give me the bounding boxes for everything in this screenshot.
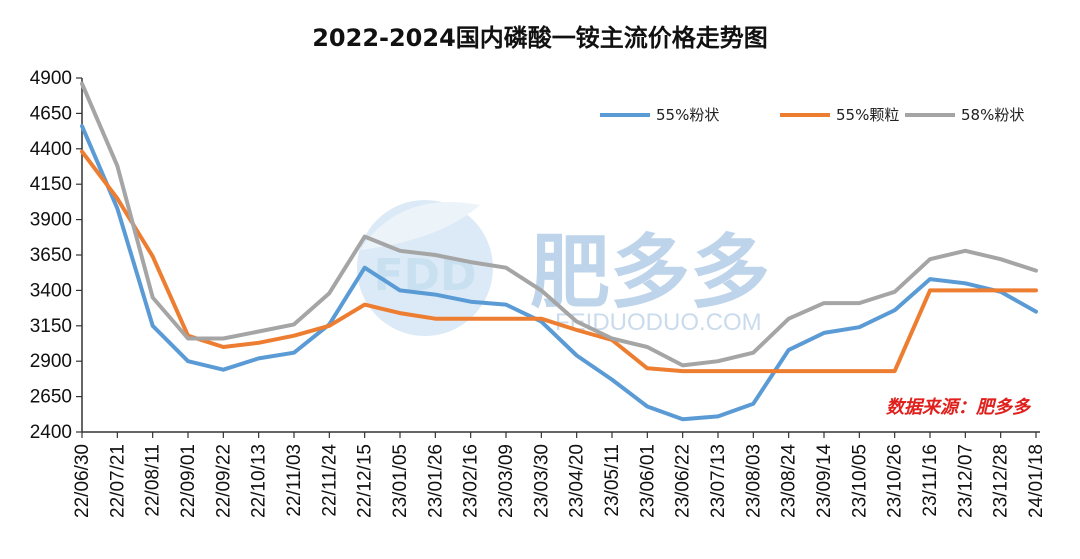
legend: 55%粉状 55%颗粒 58%粉状 (600, 106, 1024, 124)
y-tick-label: 4400 (30, 139, 72, 160)
x-tick-label: 23/03/30 (531, 444, 552, 518)
x-tick-label: 23/01/26 (425, 444, 446, 518)
series-line-3 (80, 81, 1038, 368)
series-line-2 (80, 149, 1038, 374)
x-tick-label: 23/01/05 (390, 444, 411, 518)
x-tick-label: 23/09/14 (814, 444, 835, 518)
x-tick-label: 24/01/18 (1026, 444, 1047, 518)
y-tick-label: 3900 (30, 210, 72, 231)
legend-label: 58%粉状 (961, 106, 1024, 124)
series-line-1 (80, 124, 1038, 422)
x-tick-label: 23/12/07 (955, 444, 976, 518)
y-tick-label: 2650 (30, 387, 72, 408)
y-tick-label: 3150 (30, 316, 72, 337)
x-tick-label: 23/06/01 (637, 444, 658, 518)
x-tick-label: 23/10/05 (849, 444, 870, 518)
x-tick-label: 22/10/13 (249, 444, 270, 518)
x-tick-label: 22/12/15 (355, 444, 376, 518)
x-tick-label: 23/05/11 (602, 444, 623, 517)
x-tick-label: 22/07/21 (107, 444, 128, 518)
y-tick-label: 4650 (30, 103, 72, 124)
watermark-leaf-icon (360, 202, 480, 250)
x-tick-label: 22/09/22 (213, 444, 234, 518)
x-tick-label: 23/12/28 (991, 444, 1012, 518)
chart-title: 2022-2024国内磷酸一铵主流价格走势图 (312, 24, 768, 52)
x-tick-labels: 22/06/30 22/07/21 22/08/11 22/09/01 22/09/22… (72, 432, 1047, 518)
x-tick-label: 23/06/22 (673, 444, 694, 518)
y-tick-labels: 2400 2650 2900 3150 3400 3650 3900 4150 4400 4650… (30, 68, 82, 443)
y-tick-label: 2400 (30, 422, 72, 443)
y-tick-label: 3400 (30, 280, 72, 301)
x-tick-label: 23/08/24 (779, 444, 800, 518)
x-tick-label: 23/02/16 (461, 444, 482, 518)
watermark-url: FEIDUODUO.COM (555, 309, 762, 336)
y-tick-label: 4900 (30, 68, 72, 89)
x-tick-label: 22/09/01 (178, 444, 199, 518)
legend-label: 55%颗粒 (836, 106, 899, 124)
watermark: FDD 肥多多 FEIDUODUO.COM (357, 200, 770, 336)
x-tick-label: 23/04/20 (567, 444, 588, 518)
watermark-brand: 肥多多 (530, 226, 770, 319)
x-tick-label: 22/11/03 (284, 444, 305, 517)
x-tick-label: 22/06/30 (72, 444, 93, 518)
x-tick-label: 23/11/16 (920, 444, 941, 517)
series-layer (80, 81, 1038, 422)
y-tick-label: 2900 (30, 351, 72, 372)
source-note: 数据来源：肥多多 (886, 397, 1032, 418)
x-tick-label: 23/03/09 (496, 444, 517, 518)
x-tick-label: 22/11/24 (319, 444, 340, 517)
x-tick-label: 23/08/03 (743, 444, 764, 518)
y-tick-label: 3650 (30, 245, 72, 266)
legend-label: 55%粉状 (656, 106, 719, 124)
y-tick-label: 4150 (30, 174, 72, 195)
x-tick-label: 23/07/13 (708, 444, 729, 518)
x-tick-label: 22/08/11 (143, 444, 164, 517)
x-tick-label: 23/10/26 (885, 444, 906, 518)
